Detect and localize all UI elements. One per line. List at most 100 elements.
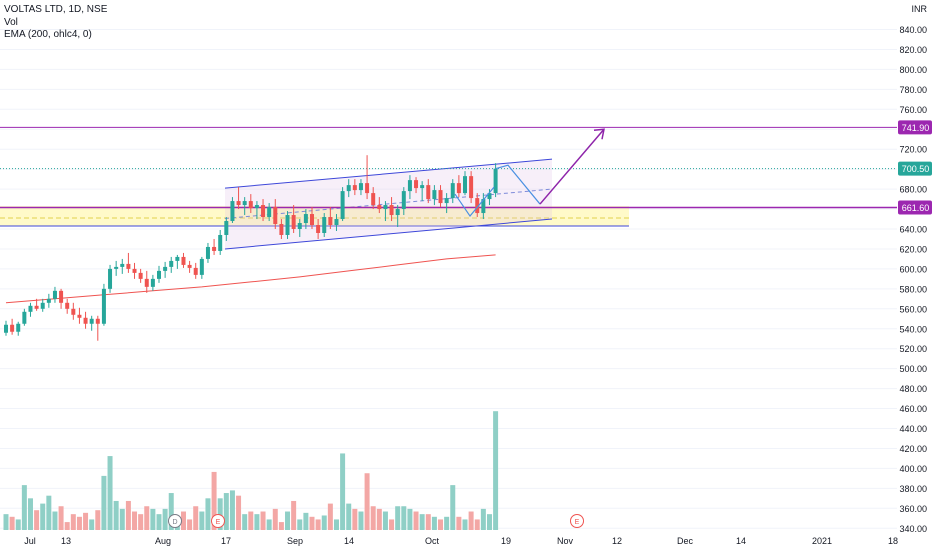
target-arrow-line — [539, 128, 605, 205]
candle-body — [261, 205, 266, 218]
volume-bar — [21, 485, 27, 530]
volume-bar — [389, 519, 395, 530]
candle-body — [150, 278, 155, 287]
candle-body — [77, 314, 82, 318]
volume-bar — [168, 493, 174, 530]
time-tick-label: Jul — [24, 536, 36, 546]
volume-bar — [193, 506, 199, 530]
candle-body — [365, 183, 370, 194]
candle — [261, 199, 266, 222]
time-axis-bg — [0, 530, 897, 550]
candle — [346, 179, 351, 198]
volume-bar — [468, 511, 474, 530]
time-tick-label: Aug — [155, 536, 171, 546]
candle-body — [340, 191, 345, 220]
candle-body — [297, 223, 302, 229]
time-tick-label: 13 — [61, 536, 71, 546]
candle — [316, 219, 321, 239]
candle-body — [395, 209, 400, 216]
candle-body — [212, 246, 217, 251]
candle — [273, 199, 278, 229]
event-marker-label: E — [575, 519, 580, 526]
candle-body — [169, 260, 174, 267]
volume-bar — [309, 516, 315, 530]
volume-bar — [52, 511, 58, 530]
candle-body — [108, 268, 113, 289]
candle — [267, 203, 272, 222]
event-marker[interactable]: E — [211, 514, 225, 528]
price-tick-label: 780.00 — [899, 85, 927, 95]
candle-body — [242, 201, 247, 206]
candle — [242, 197, 247, 216]
candle-body — [383, 205, 388, 210]
price-axis[interactable]: 340.00 360.00 380.00 400.00 420.00 440.00 460.… — [897, 0, 932, 550]
candle — [126, 252, 131, 273]
ema-200-line — [5, 254, 496, 304]
candle-body — [469, 176, 474, 199]
candle — [71, 302, 76, 320]
ema-indicator-label[interactable]: EMA (200, ohlc4, 0) — [4, 29, 92, 40]
volume-bar — [113, 500, 119, 530]
candle-body — [34, 305, 39, 309]
symbol-title[interactable]: VOLTAS LTD, 1D, NSE — [4, 4, 108, 15]
price-tick-label: 380.00 — [899, 484, 927, 494]
candle-body — [144, 278, 149, 287]
volume-bar — [156, 514, 162, 530]
candle-body — [175, 256, 180, 261]
candle — [224, 217, 229, 241]
candle — [120, 258, 125, 274]
price-tick-label: 820.00 — [899, 45, 927, 55]
volume-bar — [125, 500, 131, 530]
volume-bar — [425, 514, 431, 530]
volume-bar — [180, 511, 186, 530]
candle — [365, 155, 370, 200]
candle-body — [187, 264, 192, 268]
volume-bar — [58, 506, 64, 530]
time-tick-label: Oct — [425, 536, 440, 546]
volume-bar — [407, 508, 413, 530]
candle-body — [444, 198, 449, 204]
candle-body — [481, 199, 486, 214]
candle-body — [22, 311, 27, 324]
candle — [22, 308, 27, 326]
candle — [414, 177, 419, 194]
candle-body — [316, 225, 321, 233]
volume-bar — [9, 516, 15, 530]
price-tick-label: 600.00 — [899, 264, 927, 274]
volume-bar — [327, 503, 333, 530]
candle — [358, 179, 363, 196]
time-tick-label: 19 — [501, 536, 511, 546]
candle — [230, 197, 235, 224]
target-arrow-head — [593, 128, 605, 140]
candle-body — [16, 323, 21, 332]
candle — [444, 193, 449, 214]
candle-body — [83, 317, 88, 324]
candle-body — [426, 185, 431, 200]
price-tick-label: 620.00 — [899, 244, 927, 254]
price-tick-label: 460.00 — [899, 404, 927, 414]
event-marker[interactable]: E — [570, 514, 584, 528]
candle-body — [438, 190, 443, 204]
candle-body — [291, 215, 296, 229]
time-tick-label: 14 — [736, 536, 746, 546]
volume-bar — [297, 519, 303, 530]
volume-bar — [352, 508, 358, 530]
candle — [52, 286, 57, 303]
event-marker[interactable]: D — [168, 514, 182, 528]
channel-lower — [224, 218, 553, 250]
volume-bar — [291, 500, 297, 530]
volume-bar — [272, 508, 278, 530]
candle-body — [279, 224, 284, 235]
volume-bar — [144, 506, 150, 530]
volume-bar — [40, 503, 46, 530]
candle-body — [352, 185, 357, 191]
candle-body — [414, 180, 419, 189]
volume-bar — [34, 510, 40, 530]
price-tick-label: 540.00 — [899, 324, 927, 334]
candle-body — [248, 201, 253, 209]
volume-indicator-label[interactable]: Vol — [4, 16, 18, 28]
time-axis[interactable]: Jul 13 Aug 17 Sep 14 Oct 19 Nov 12 Dec 14 2021 18 — [0, 530, 898, 550]
candle-body — [138, 272, 143, 279]
candle-body — [101, 288, 106, 324]
